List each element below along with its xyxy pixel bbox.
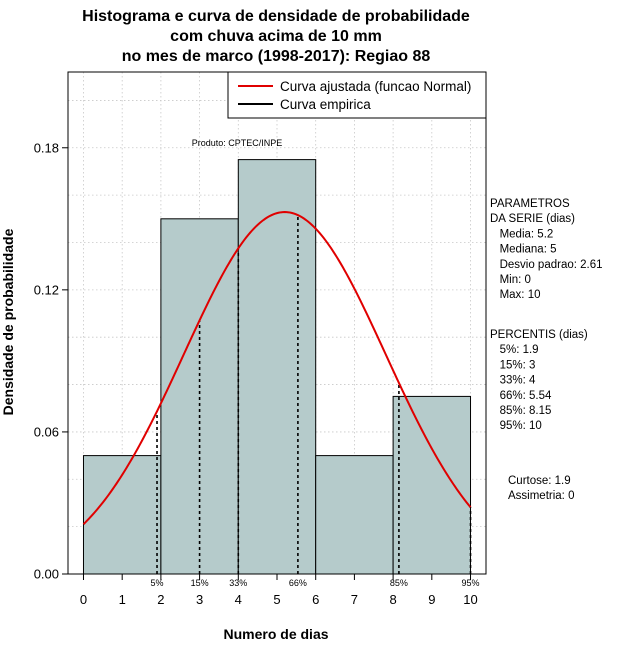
y-tick-label: 0.12 [34, 282, 59, 297]
y-tick-label: 0.06 [34, 424, 59, 439]
x-axis: 0 1 2 3 4 5 6 7 8 9 10 [80, 574, 478, 607]
y-tick-label: 0.00 [34, 567, 59, 582]
x-tick-label: 5 [273, 592, 280, 607]
parameter-line: Max: 10 [490, 289, 541, 301]
x-tick-label: 9 [428, 592, 435, 607]
parameters-block: PARAMETROS DA SERIE (dias) Media: 5.2 Med… [490, 198, 603, 301]
legend: Curva ajustada (funcao Normal) Curva emp… [227, 71, 487, 119]
percentile-stat-line: 66%: 5.54 [490, 390, 552, 402]
percentile-stat-line: 15%: 3 [490, 359, 535, 371]
parameter-line: Desvio padrao: 2.61 [490, 259, 603, 271]
legend-empirical-label: Curva empirica [280, 97, 371, 112]
x-tick-label: 6 [312, 592, 319, 607]
chart-title-line-1: Histograma e curva de densidade de proba… [82, 8, 470, 25]
percentile-lines [156, 215, 472, 574]
x-tick-label: 3 [196, 592, 203, 607]
percentile-stat-line: 5%: 1.9 [490, 344, 539, 356]
x-tick-label: 1 [119, 592, 126, 607]
x-axis-label: Numero de dias [223, 626, 328, 642]
percentile-stat-line: PERCENTIS (dias) [490, 329, 588, 341]
x-tick-label: 0 [80, 592, 87, 607]
percentile-label: 5% [151, 578, 164, 588]
histogram-bar [237, 159, 317, 575]
parameter-line: PARAMETROS [490, 198, 570, 210]
parameter-line: Media: 5.2 [490, 228, 553, 240]
percentile-stat-line: 95%: 10 [490, 420, 542, 432]
x-tick-label: 2 [157, 592, 164, 607]
y-axis: 0.00 0.06 0.12 0.18 [34, 140, 68, 582]
percentile-label: 66% [289, 578, 307, 588]
chart-title-line-3: no mes de marco (1998-2017): Regiao 88 [122, 48, 431, 65]
histogram-bar [160, 218, 239, 575]
stat-line: Curtose: 1.9 [508, 475, 571, 487]
histogram-bar [392, 395, 472, 575]
product-label: Produto: CPTEC/INPE [192, 138, 283, 148]
percentile-label: 33% [229, 578, 247, 588]
legend-fitted-label: Curva ajustada (funcao Normal) [280, 79, 471, 94]
parameter-line: Min: 0 [490, 274, 531, 286]
percentile-label: 15% [191, 578, 209, 588]
legend-box [227, 71, 487, 119]
parameter-line: Mediana: 5 [490, 244, 556, 256]
chart-title-line-2: com chuva acima de 10 mm [170, 28, 382, 45]
histogram-bars [82, 159, 472, 575]
percentile-labels: 5% 15% 33% 66% 85% 95% [151, 578, 480, 588]
x-tick-label: 4 [235, 592, 242, 607]
percentile-stat-line: 85%: 8.15 [490, 405, 551, 417]
y-axis-label: Densidade de probabilidade [0, 228, 16, 415]
percentile-label: 95% [462, 578, 480, 588]
x-tick-label: 8 [389, 592, 396, 607]
percentiles-block: PERCENTIS (dias) 5%: 1.9 15%: 3 33%: 4 6… [490, 329, 588, 432]
histogram-bar [315, 455, 394, 575]
y-tick-label: 0.18 [34, 140, 59, 155]
percentile-stat-line: 33%: 4 [490, 375, 536, 387]
fitted-normal-curve [82, 211, 472, 525]
stats-block: Curtose: 1.9 Assimetria: 0 [508, 475, 574, 502]
parameter-line: DA SERIE (dias) [490, 213, 575, 225]
x-tick-label: 10 [463, 592, 477, 607]
x-tick-label: 7 [351, 592, 358, 607]
stat-line: Assimetria: 0 [508, 490, 574, 502]
percentile-label: 85% [390, 578, 408, 588]
